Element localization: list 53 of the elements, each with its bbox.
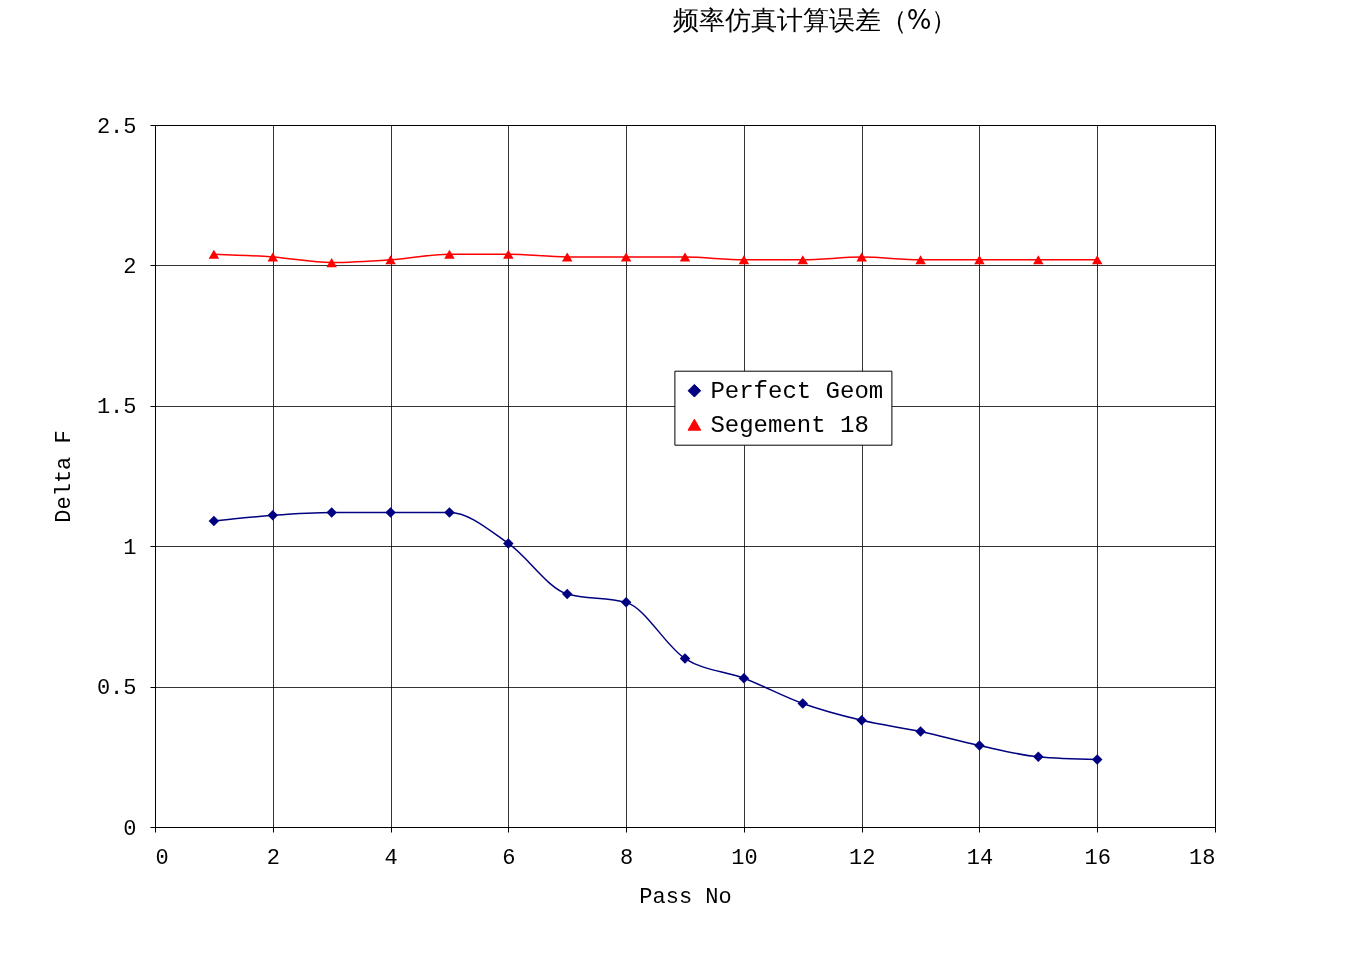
point	[561, 252, 573, 262]
point	[915, 726, 926, 737]
y-tick-label: 0	[123, 816, 137, 842]
x-tick-label: 8	[620, 845, 634, 871]
y-tick-label: 0.5	[96, 676, 137, 702]
point	[620, 597, 632, 608]
point	[679, 252, 691, 262]
point	[1091, 754, 1103, 765]
y-tick-label: 1	[123, 535, 137, 561]
point	[326, 258, 337, 268]
x-tick-label: 18	[1189, 845, 1216, 871]
x-tick-label: 16	[1084, 845, 1111, 871]
point	[797, 698, 809, 709]
point	[1091, 255, 1103, 265]
y-tick-label: 2.5	[96, 114, 137, 140]
y-axis-title: Delta F	[51, 430, 77, 523]
point	[385, 255, 396, 265]
y-tick-label: 1.5	[96, 395, 137, 421]
point	[974, 255, 985, 265]
point	[797, 255, 809, 265]
point	[326, 507, 337, 518]
point	[208, 249, 220, 259]
point	[738, 255, 750, 265]
point	[915, 255, 926, 265]
x-axis-title: Pass No	[639, 884, 732, 910]
point	[208, 515, 220, 527]
point	[385, 507, 396, 518]
point	[267, 252, 279, 262]
point	[856, 252, 867, 262]
x-tick-label: 6	[502, 845, 516, 871]
x-tick-label: 4	[384, 845, 398, 871]
point	[679, 653, 691, 664]
point	[444, 507, 455, 518]
point	[620, 252, 632, 262]
point	[1033, 255, 1044, 265]
x-tick-label: 14	[966, 845, 994, 871]
point	[444, 249, 455, 259]
x-tick-label: 2	[266, 845, 280, 871]
point	[503, 249, 514, 259]
point	[856, 715, 867, 726]
legend-label: Perfect Geom	[710, 377, 884, 405]
point	[561, 588, 573, 600]
point	[503, 538, 514, 549]
x-tick-label: 12	[848, 845, 876, 871]
legend-label: Segement 18	[710, 411, 869, 439]
x-tick-label: 10	[731, 845, 758, 871]
point	[267, 510, 279, 521]
y-tick-label: 2	[123, 254, 137, 280]
point	[738, 672, 750, 684]
chart-title: 频率仿真计算误差（%）	[672, 5, 958, 35]
x-tick-label: 0	[155, 845, 169, 871]
point	[974, 740, 985, 751]
point	[1033, 751, 1044, 763]
